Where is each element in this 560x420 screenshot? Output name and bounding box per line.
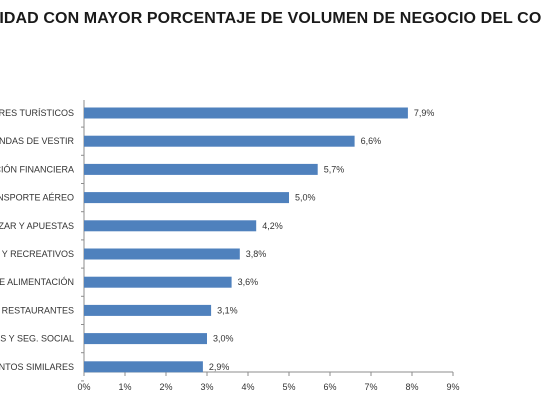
data-label: 3,0% [213, 334, 234, 344]
category-label: S Y RECREATIVOS [0, 249, 74, 259]
data-label: 3,6% [238, 277, 259, 287]
bar [84, 248, 240, 260]
x-tick-label: 5% [282, 382, 295, 392]
chart-title-wrapper: IVIDAD CON MAYOR PORCENTAJE DE VOLUMEN D… [0, 10, 560, 32]
x-tick-label: 6% [323, 382, 336, 392]
x-tick-label: 7% [364, 382, 377, 392]
category-label: RESTAURANTES [2, 305, 74, 315]
data-label: 4,2% [262, 221, 283, 231]
x-tick-label: 1% [118, 382, 131, 392]
category-label: DE ALIMENTACIÓN [0, 277, 74, 287]
category-label: OS Y SEG. SOCIAL [0, 334, 74, 344]
bar [84, 163, 318, 175]
data-label: 6,6% [361, 136, 382, 146]
bar [84, 361, 203, 373]
data-label: 7,9% [414, 108, 435, 118]
data-label: 5,0% [295, 193, 316, 203]
category-label: ENDAS DE VESTIR [0, 136, 74, 146]
category-label: ENTOS SIMILARES [0, 362, 74, 372]
bar [84, 107, 408, 119]
category-label: ORES TURÍSTICOS [0, 108, 74, 118]
data-label: 3,1% [217, 305, 238, 315]
bar [84, 192, 289, 204]
data-label: 5,7% [324, 164, 345, 174]
x-tick-label: 9% [446, 382, 459, 392]
x-tick-label: 8% [405, 382, 418, 392]
bar [84, 276, 232, 288]
category-label: ANSPORTE AÉREO [0, 193, 74, 203]
data-label: 3,8% [246, 249, 267, 259]
x-tick-label: 0% [77, 382, 90, 392]
chart-title: IVIDAD CON MAYOR PORCENTAJE DE VOLUMEN D… [0, 10, 542, 27]
x-tick-label: 2% [159, 382, 172, 392]
bar [84, 333, 207, 345]
category-label: ACIÓN FINANCIERA [0, 164, 74, 174]
bar [84, 220, 257, 232]
x-tick-label: 4% [241, 382, 254, 392]
bar [84, 135, 355, 147]
bar [84, 304, 212, 316]
data-label: 2,9% [209, 362, 230, 372]
x-tick-label: 3% [200, 382, 213, 392]
category-label: AZAR Y APUESTAS [0, 221, 74, 231]
